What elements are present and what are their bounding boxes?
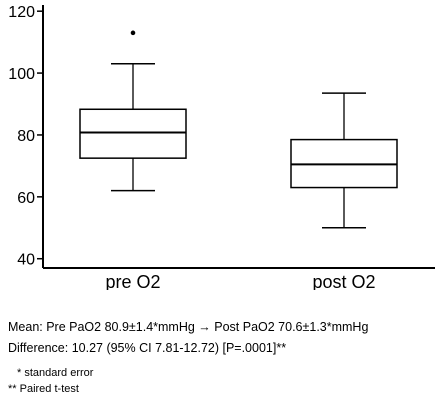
- y-tick-label: 80: [17, 128, 35, 145]
- difference-caption: Difference: 10.27 (95% CI 7.81-12.72) [P…: [8, 341, 287, 355]
- box-pre-o2: [79, 30, 187, 192]
- category-label-pre-o2: pre O2: [105, 272, 160, 290]
- category-label-post-o2: post O2: [312, 272, 375, 290]
- box-plot-chart: 40 60 80 100 120 pre O2 post O2: [8, 4, 435, 290]
- note-paired-ttest: ** Paired t-test: [8, 383, 79, 395]
- outlier-point: [130, 30, 136, 36]
- y-tick-label: 40: [17, 252, 35, 269]
- boxes: [79, 30, 398, 229]
- y-tick-label: 100: [8, 66, 35, 83]
- box-post-o2: [290, 92, 398, 229]
- note-standard-error: * standard error: [17, 367, 94, 379]
- y-tick-label: 120: [8, 4, 35, 21]
- y-ticks: 40 60 80 100 120: [8, 4, 43, 269]
- category-labels: pre O2 post O2: [105, 272, 375, 290]
- iqr-box: [79, 108, 187, 159]
- y-tick-label: 60: [17, 190, 35, 207]
- mean-caption: Mean: Pre PaO2 80.9±1.4*mmHg → Post PaO2…: [8, 320, 369, 334]
- axes: [42, 5, 435, 269]
